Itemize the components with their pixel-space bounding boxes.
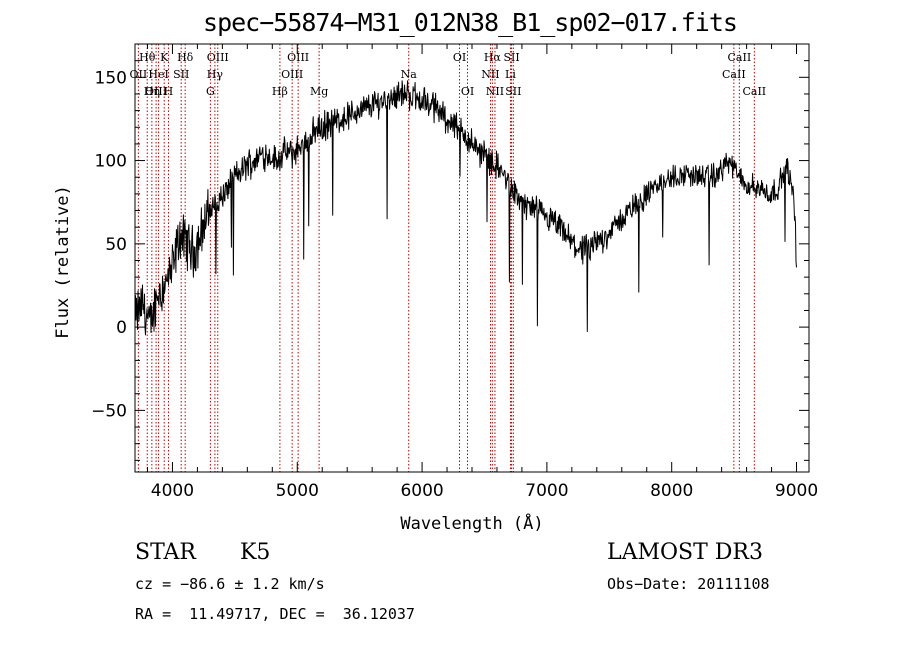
y-tick-label: 100 <box>95 152 127 172</box>
line-marker-label: Hβ <box>272 85 288 98</box>
x-tick-label: 6000 <box>400 481 443 501</box>
line-marker-label: Hη <box>144 85 160 98</box>
line-marker-label: CaII <box>742 85 766 98</box>
line-marker-label: Na <box>401 68 418 81</box>
line-marker-label: OIII <box>145 85 167 98</box>
spectrum-line <box>134 80 797 336</box>
x-tick-label: 7000 <box>525 481 568 501</box>
line-marker-label: CaII <box>722 68 746 81</box>
x-axis-label: Wavelength (Å) <box>400 512 543 534</box>
chart-title: spec−55874−M31_012N38_B1_sp02−017.fits <box>203 8 738 37</box>
spectrum-layer <box>134 80 797 336</box>
x-tick-label: 4000 <box>151 481 194 501</box>
x-tick-label: 9000 <box>775 481 818 501</box>
line-marker-label: G <box>206 85 215 98</box>
x-tick-label: 5000 <box>276 481 319 501</box>
line-marker-label: Hθ <box>139 51 156 64</box>
line-marker-label: OIII <box>207 51 229 64</box>
line-marker-label: K <box>160 51 169 64</box>
emission-line-markers: Hθ OII OIII K HeI Hη SII H Hδ OIII Hγ G OIII OIII Hβ Mg… <box>130 44 766 472</box>
line-marker-label: HeI <box>148 68 168 81</box>
line-marker-label: OI <box>453 51 466 64</box>
line-marker-label: NII <box>486 85 504 98</box>
line-marker-label: OII <box>130 68 148 81</box>
line-marker-label: Li <box>505 68 516 81</box>
obs-date: Obs−Date: 20111108 <box>607 575 770 593</box>
line-marker-label: Mg <box>310 85 328 98</box>
x-tick-label: 8000 <box>650 481 693 501</box>
y-tick-label: −50 <box>91 401 127 421</box>
line-marker-label: Hα <box>484 51 502 64</box>
y-axis-label: Flux (relative) <box>53 185 73 339</box>
coordinates: RA = 11.49717, DEC = 36.12037 <box>135 605 415 623</box>
line-marker-label: SII <box>505 85 521 98</box>
y-axis: −50 0 50 100 150 <box>91 60 809 461</box>
line-marker-label: OIII <box>287 51 309 64</box>
line-marker-label: H <box>164 85 174 98</box>
plot-frame <box>134 43 810 473</box>
x-axis: 4000 5000 6000 7000 8000 9000 <box>146 44 818 501</box>
line-marker-label: NII <box>481 68 499 81</box>
survey-name: LAMOST DR3 <box>607 540 763 565</box>
line-marker-label: CaII <box>728 51 752 64</box>
line-marker-label: Hδ <box>177 51 194 64</box>
line-marker-label: OI <box>461 85 474 98</box>
y-tick-label: 150 <box>95 68 127 88</box>
line-marker-label: SII <box>503 51 519 64</box>
object-subclass: K5 <box>240 540 271 565</box>
redshift-info: cz = −86.6 ± 1.2 km/s <box>135 575 325 593</box>
line-marker-label: SII <box>173 68 189 81</box>
y-tick-label: 50 <box>105 235 127 255</box>
line-marker-label: OIII <box>281 68 303 81</box>
line-marker-label: Hγ <box>207 68 224 81</box>
object-class: STAR <box>135 540 196 565</box>
y-tick-label: 0 <box>116 318 127 338</box>
